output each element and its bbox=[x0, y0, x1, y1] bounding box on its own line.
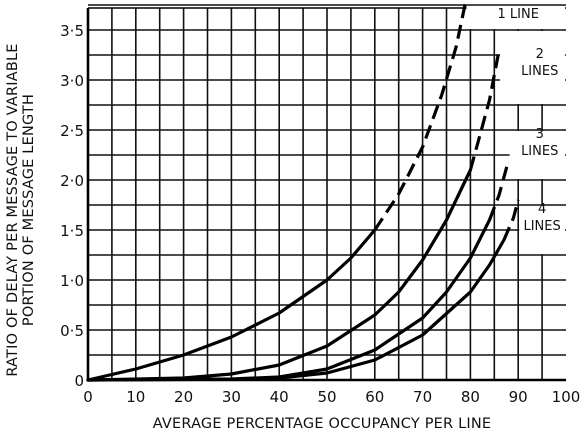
curve-3-line bbox=[86, 218, 492, 382]
y-tick-label: 3·0 bbox=[60, 72, 84, 90]
curve-2-dashed-extension bbox=[468, 49, 501, 171]
x-tick-label: 70 bbox=[413, 388, 432, 406]
y-tick-label: 0 bbox=[74, 372, 84, 390]
x-tick-label: 40 bbox=[270, 388, 289, 406]
curve-3-dashed-extension bbox=[488, 159, 511, 221]
curve-label-backdrop bbox=[500, 31, 565, 104]
x-tick-labels: 0 10 20 30 40 50 60 70 80 90 100 bbox=[83, 388, 580, 406]
curve-1-label: 1 LINE bbox=[497, 7, 538, 22]
x-tick-label: 60 bbox=[365, 388, 384, 406]
curve-1-line bbox=[86, 228, 377, 382]
x-tick-label: 10 bbox=[126, 388, 145, 406]
y-tick-label: 2·0 bbox=[60, 172, 84, 190]
curve-2-label: 2 bbox=[536, 47, 544, 62]
x-tick-label: 20 bbox=[174, 388, 193, 406]
x-tick-label: 90 bbox=[509, 388, 528, 406]
x-tick-label: 50 bbox=[317, 388, 336, 406]
curve-label-backdrop bbox=[466, 6, 565, 29]
grid bbox=[88, 4, 566, 380]
x-tick-label: 0 bbox=[83, 388, 93, 406]
curve-label-backdrop bbox=[509, 131, 565, 179]
y-tick-label: 3·5 bbox=[60, 22, 84, 40]
curves bbox=[86, 0, 520, 382]
curve-2-line bbox=[86, 168, 472, 382]
curve-4-label: LINES bbox=[523, 219, 560, 234]
curve-3-label: LINES bbox=[521, 144, 558, 159]
y-tick-label: 1·5 bbox=[60, 222, 84, 240]
curve-1-dashed-extension bbox=[373, 0, 468, 231]
curve-labels: 1 LINE 2 LINES 3 LINES 4 LINES bbox=[466, 6, 565, 254]
curve-3-label: 3 bbox=[536, 127, 544, 142]
y-tick-label: 1·0 bbox=[60, 272, 84, 290]
curve-4-dashed-extension bbox=[502, 199, 520, 241]
curve-4-line bbox=[86, 238, 506, 382]
y-tick-label: 2·5 bbox=[60, 122, 84, 140]
x-tick-label: 30 bbox=[222, 388, 241, 406]
x-tick-label: 80 bbox=[461, 388, 480, 406]
x-axis-label: AVERAGE PERCENTAGE OCCUPANCY PER LINE bbox=[153, 416, 492, 432]
y-tick-label: 0·5 bbox=[60, 322, 84, 340]
curve-label-backdrop bbox=[519, 206, 565, 254]
y-tick-labels: 0 0·5 1·0 1·5 2·0 2·5 3·0 3·5 bbox=[60, 22, 84, 390]
y-axis-label-line-1: RATIO OF DELAY PER MESSAGE TO VARIABLE bbox=[5, 43, 21, 376]
x-tick-label: 100 bbox=[552, 388, 581, 406]
curve-4-label: 4 bbox=[538, 202, 546, 217]
y-axis-label: RATIO OF DELAY PER MESSAGE TO VARIABLE P… bbox=[5, 43, 37, 376]
y-axis-label-line-2: PORTION OF MESSAGE LENGTH bbox=[21, 94, 37, 326]
curve-2-label: LINES bbox=[521, 64, 558, 79]
